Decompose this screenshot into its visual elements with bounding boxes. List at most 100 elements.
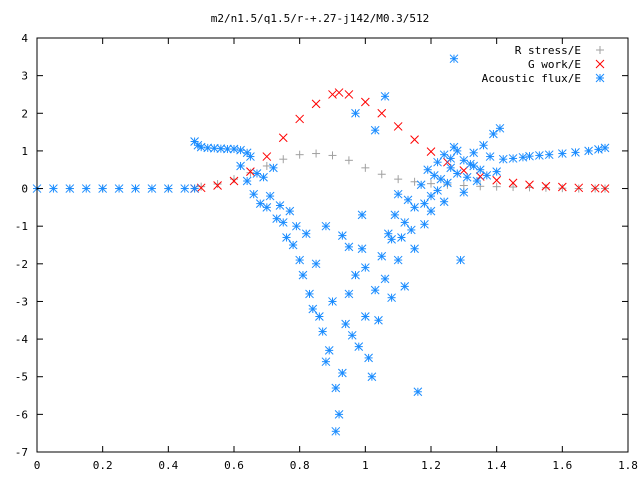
data-point [495, 123, 505, 133]
data-point [360, 97, 370, 107]
x-tick-label: 1.6 [552, 459, 572, 472]
data-point [278, 218, 288, 227]
data-point [324, 346, 334, 355]
data-point [394, 175, 403, 184]
data-point [462, 172, 472, 182]
data-point [459, 181, 468, 190]
data-point [246, 152, 255, 161]
data-point [443, 178, 452, 188]
data-point [262, 161, 271, 170]
x-tick-label: 0.4 [158, 459, 178, 472]
data-point [509, 183, 518, 192]
y-tick-label: 0 [21, 183, 28, 196]
data-point [397, 233, 406, 242]
data-point [328, 90, 337, 99]
data-point [574, 183, 584, 193]
data-point [390, 210, 400, 220]
data-point [544, 150, 554, 160]
data-point [282, 233, 291, 242]
data-point [361, 163, 370, 172]
data-point [360, 312, 370, 321]
data-point [492, 167, 502, 176]
data-point [400, 218, 410, 227]
data-point [427, 179, 435, 188]
data-point [387, 293, 396, 303]
data-point [321, 357, 331, 367]
data-point [305, 289, 314, 299]
data-point [558, 184, 567, 193]
data-point [594, 145, 603, 154]
data-point [252, 169, 262, 178]
data-point [584, 146, 593, 156]
data-point [410, 135, 419, 144]
data-point [449, 54, 459, 64]
data-point [406, 225, 416, 235]
data-point [541, 181, 551, 191]
y-tick-label: -2 [15, 258, 28, 271]
y-tick-label: -7 [15, 446, 28, 459]
legend-marker [596, 46, 604, 54]
legend-entry-label: R stress/E [515, 44, 581, 57]
data-point [489, 129, 498, 139]
chart-title: m2/n1.5/q1.5/r-+.27-j142/M0.3/512 [211, 12, 430, 25]
data-point [370, 125, 380, 135]
data-point [190, 184, 199, 193]
y-tick-label: 3 [21, 70, 28, 83]
data-point [65, 184, 75, 193]
data-point [223, 144, 232, 154]
y-tick-label: 2 [21, 107, 28, 120]
data-point [429, 171, 439, 180]
data-point [498, 154, 508, 164]
data-point [318, 327, 328, 336]
data-point [213, 181, 222, 190]
data-point [236, 161, 245, 171]
data-point [426, 206, 436, 216]
legend-marker [595, 59, 605, 69]
series-acoustic-flux-e [32, 54, 610, 436]
data-point [469, 148, 479, 158]
data-point [262, 152, 272, 161]
data-point [492, 182, 501, 191]
data-point [197, 182, 206, 191]
data-point [341, 319, 350, 329]
data-point [360, 263, 370, 272]
data-point [114, 184, 124, 193]
x-tick-label: 0.8 [290, 459, 310, 472]
data-point [347, 330, 357, 340]
data-point [357, 244, 367, 254]
data-point [351, 108, 360, 118]
series-layer [32, 54, 610, 436]
data-point [249, 189, 259, 199]
data-point [393, 255, 403, 265]
data-point [163, 184, 173, 193]
data-point [393, 122, 403, 131]
y-tick-label: -4 [15, 333, 29, 346]
data-point [292, 221, 301, 231]
data-point [423, 165, 433, 175]
data-point [351, 270, 360, 280]
data-point [354, 342, 364, 351]
data-point [416, 180, 426, 190]
y-tick-label: -1 [15, 220, 28, 233]
data-point [272, 214, 282, 224]
data-point [472, 176, 482, 186]
legend-marker [595, 73, 605, 83]
data-point [285, 206, 295, 216]
data-point [374, 315, 383, 325]
x-tick-label: 1.4 [487, 459, 507, 472]
y-tick-label: -5 [15, 371, 28, 384]
plot-frame [36, 37, 629, 453]
x-tick-label: 0 [34, 459, 41, 472]
data-point [242, 176, 252, 186]
x-tick-label: 0.6 [224, 459, 244, 472]
data-point [433, 157, 442, 167]
data-point [508, 178, 518, 188]
data-point [328, 151, 337, 160]
data-point [557, 149, 567, 158]
data-point [574, 184, 583, 193]
data-point [410, 203, 419, 212]
data-point [479, 140, 488, 150]
data-point [344, 156, 353, 165]
